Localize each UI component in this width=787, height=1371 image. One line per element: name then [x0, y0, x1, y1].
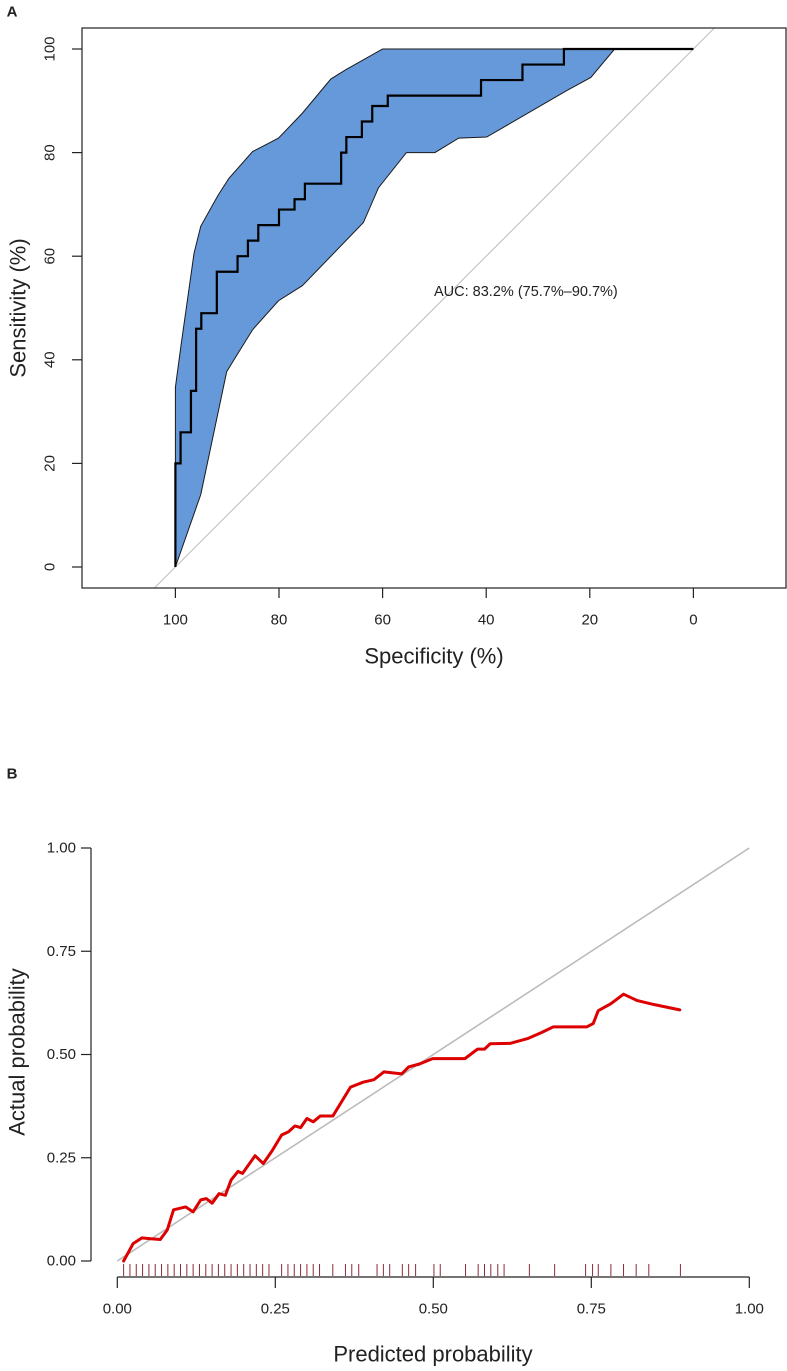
- x-tick-label: 1.00: [735, 1301, 764, 1318]
- calibration-curve: [122, 992, 682, 1263]
- y-tick-label: 0.00: [47, 1253, 76, 1270]
- x-axis-title: Predicted probability: [333, 1342, 532, 1367]
- x-tick-label: 0.75: [577, 1301, 606, 1318]
- x-tick-label: 20: [581, 612, 598, 629]
- y-tick-label: 0: [42, 563, 59, 571]
- x-tick-label: 0.00: [103, 1301, 132, 1318]
- y-tick-label: 100: [42, 36, 59, 61]
- panel-label-b: B: [7, 766, 18, 783]
- y-tick-label: 1.00: [47, 840, 76, 857]
- x-tick-label: 80: [271, 612, 288, 629]
- x-tick-label: 100: [163, 612, 188, 629]
- x-axis-title: Specificity (%): [364, 644, 503, 669]
- panel-label-a: A: [7, 4, 18, 21]
- y-tick-label: 60: [42, 248, 59, 265]
- calibration-panel: B 0.00 0.25 0.50 0.75 1.00 0.00 0.25 0.50 0.75 1.0…: [5, 766, 764, 1367]
- y-tick-label: 80: [42, 144, 59, 161]
- x-tick-label: 40: [478, 612, 495, 629]
- x-tick-label: 60: [374, 612, 391, 629]
- auc-annotation: AUC: 83.2% (75.7%–90.7%): [434, 284, 618, 300]
- y-tick-label: 20: [42, 455, 59, 472]
- y-tick-label: 0.25: [47, 1149, 76, 1166]
- confidence-band: [174, 48, 616, 568]
- y-tick-label: 0.50: [47, 1046, 76, 1063]
- y-tick-label: 0.75: [47, 943, 76, 960]
- x-tick-label: 0.25: [261, 1301, 290, 1318]
- roc-curve: [174, 47, 694, 567]
- x-tick-label: 0.50: [419, 1301, 448, 1318]
- reference-diagonal: [116, 847, 750, 1262]
- y-axis-title: Sensitivity (%): [6, 238, 31, 377]
- y-tick-label: 40: [42, 351, 59, 368]
- plot-frame: [81, 27, 787, 589]
- y-axis-title: Actual probability: [5, 968, 30, 1136]
- x-tick-label: 0: [689, 612, 697, 629]
- reference-diagonal: [153, 28, 716, 588]
- roc-panel: A 100 80 60 40 20 0 0 20 40 60 80 100 Specificity (%)…: [6, 4, 787, 669]
